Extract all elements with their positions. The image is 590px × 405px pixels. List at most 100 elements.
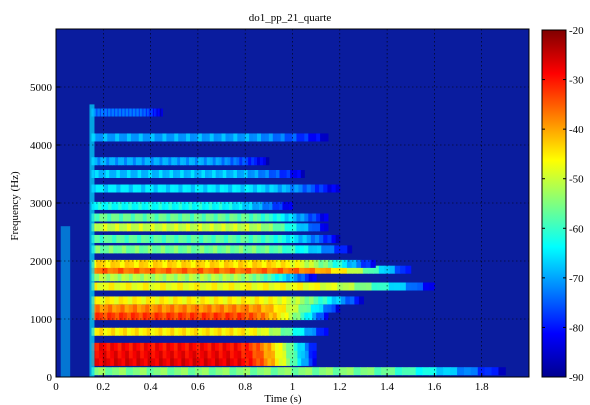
band-segment — [229, 170, 234, 178]
band-segment — [365, 282, 373, 291]
band-segment — [290, 170, 295, 178]
band-segment — [171, 259, 178, 268]
band-segment — [190, 184, 196, 193]
band-segment — [125, 357, 130, 366]
band-segment — [261, 184, 266, 193]
harmonic-band — [91, 213, 329, 222]
band-segment — [269, 304, 275, 313]
band-segment — [304, 350, 310, 359]
band-segment — [165, 282, 172, 291]
band-segment — [173, 350, 179, 359]
band-segment — [160, 265, 167, 274]
band-segment — [99, 213, 104, 222]
band-segment — [296, 327, 301, 336]
band-segment — [94, 201, 99, 210]
harmonic-band — [91, 184, 341, 193]
band-segment — [156, 157, 160, 166]
band-segment — [342, 282, 350, 291]
harmonic-band — [91, 259, 376, 268]
band-segment — [192, 350, 197, 359]
band-segment — [405, 265, 412, 274]
band-segment — [304, 273, 310, 282]
band-segment — [132, 350, 137, 359]
band-segment — [191, 201, 196, 210]
band-segment — [259, 357, 265, 366]
band-segment — [115, 312, 120, 321]
band-segment — [203, 184, 208, 193]
x-tick-label: 1.8 — [475, 381, 489, 393]
band-segment — [314, 282, 321, 291]
band-segment — [115, 259, 121, 268]
band-segment — [297, 282, 304, 291]
band-segment — [100, 108, 103, 117]
band-segment — [201, 170, 206, 178]
band-segment — [300, 170, 305, 178]
band-segment — [279, 170, 284, 178]
band-segment — [98, 170, 103, 178]
band-segment — [153, 304, 159, 313]
band-segment — [261, 170, 266, 178]
band-segment — [320, 282, 327, 291]
band-segment — [252, 342, 257, 351]
band-segment — [263, 296, 269, 305]
colorbar-ticks: -20 -30 -40 -50 -60 -70 -80 -90 — [542, 25, 584, 384]
band-segment — [126, 108, 129, 117]
band-segment — [158, 350, 164, 359]
band-segment — [234, 282, 241, 291]
band-segment — [190, 312, 195, 321]
band-segment — [102, 108, 104, 117]
band-segment — [263, 273, 268, 282]
band-segment — [332, 259, 338, 268]
band-segment — [286, 357, 291, 366]
band-segment — [98, 108, 101, 117]
band-segment — [119, 259, 126, 268]
band-segment — [217, 133, 223, 142]
band-segment — [181, 367, 189, 376]
band-segment — [197, 265, 204, 274]
band-segment — [143, 108, 146, 117]
band-segment — [302, 282, 310, 291]
band-segment — [296, 133, 301, 142]
band-segment — [140, 342, 145, 351]
band-segment — [263, 342, 268, 351]
band-segment — [120, 304, 126, 313]
band-segment — [150, 133, 156, 142]
band-segment — [289, 201, 293, 210]
band-segment — [146, 133, 152, 142]
band-segment — [277, 296, 283, 305]
band-segment — [118, 201, 123, 210]
band-segment — [95, 170, 100, 178]
band-segment — [308, 282, 315, 291]
band-segment — [215, 357, 220, 366]
band-segment — [131, 108, 134, 117]
band-segment — [160, 108, 162, 117]
band-segment — [269, 234, 275, 243]
band-segment — [209, 157, 214, 166]
band-segment — [331, 234, 337, 243]
band-segment — [264, 133, 270, 142]
colorbar: -20 -30 -40 -50 -60 -70 -80 -90 — [541, 25, 584, 384]
band-segment — [141, 170, 146, 178]
band-segment — [222, 367, 230, 376]
band-segment — [153, 184, 159, 193]
band-segment — [170, 234, 175, 243]
band-segment — [217, 223, 223, 232]
band-segment — [102, 265, 108, 274]
band-segment — [245, 223, 250, 232]
band-segment — [170, 184, 175, 193]
band-segment — [138, 213, 144, 222]
band-segment — [174, 133, 179, 142]
band-segment — [161, 304, 167, 313]
band-segment — [197, 213, 203, 222]
band-segment — [201, 223, 207, 232]
band-segment — [400, 282, 407, 291]
band-segment — [126, 157, 131, 166]
band-segment — [252, 350, 257, 359]
band-segment — [245, 157, 249, 166]
band-segment — [194, 234, 200, 243]
band-segment — [241, 133, 246, 142]
band-segment — [130, 133, 136, 142]
band-segment — [268, 327, 274, 336]
band-segment — [256, 357, 261, 366]
band-segment — [400, 265, 406, 274]
